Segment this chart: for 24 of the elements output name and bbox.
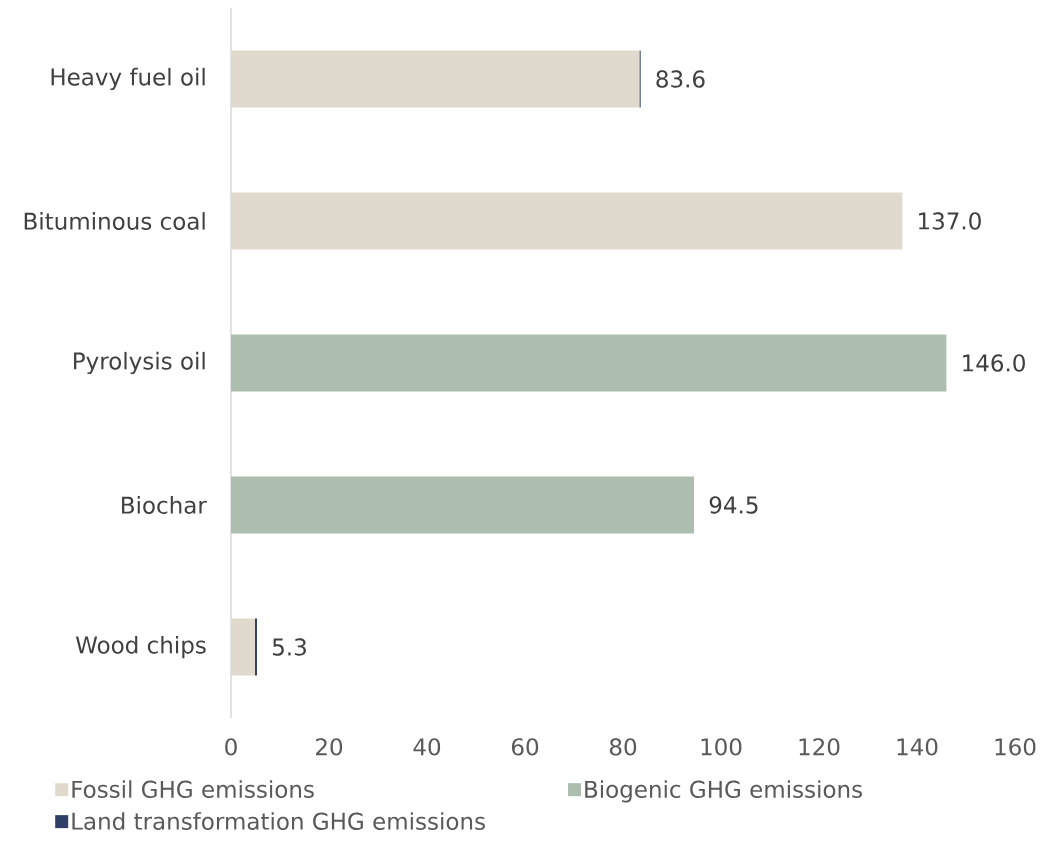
bar	[231, 334, 947, 392]
x-tick-label: 160	[995, 738, 1036, 756]
total-label: 5.3	[272, 638, 306, 656]
x-tick-label: 80	[609, 738, 637, 756]
y-tick-label: Wood chips	[75, 635, 206, 659]
x-tick-label: 140	[897, 738, 938, 756]
x-tick-label: 120	[799, 738, 840, 756]
y-tick-label: Biochar	[122, 496, 207, 514]
total-label: 83.6	[656, 70, 705, 88]
y-tick-label: Bituminous coal	[24, 212, 205, 230]
y-tick-label: Heavy fuel oil	[51, 67, 205, 91]
bar	[231, 476, 695, 534]
legend-label: Biogenic GHG emissions	[585, 780, 862, 803]
y-tick-label: Pyrolysis oil	[74, 351, 205, 375]
x-tick-label: 40	[413, 738, 441, 756]
total-label: 137.0	[919, 212, 981, 230]
x-tick-label: 100	[701, 738, 742, 756]
x-tick-label: 0	[225, 738, 237, 756]
legend-label: Fossil GHG emissions	[72, 780, 314, 798]
legend-label: Land transformation GHG emissions	[72, 812, 485, 830]
x-tick-label: 20	[316, 738, 343, 756]
x-tick-label: 60	[511, 738, 539, 756]
total-label: 146.0	[963, 354, 1025, 372]
total-label: 94.5	[709, 496, 758, 514]
